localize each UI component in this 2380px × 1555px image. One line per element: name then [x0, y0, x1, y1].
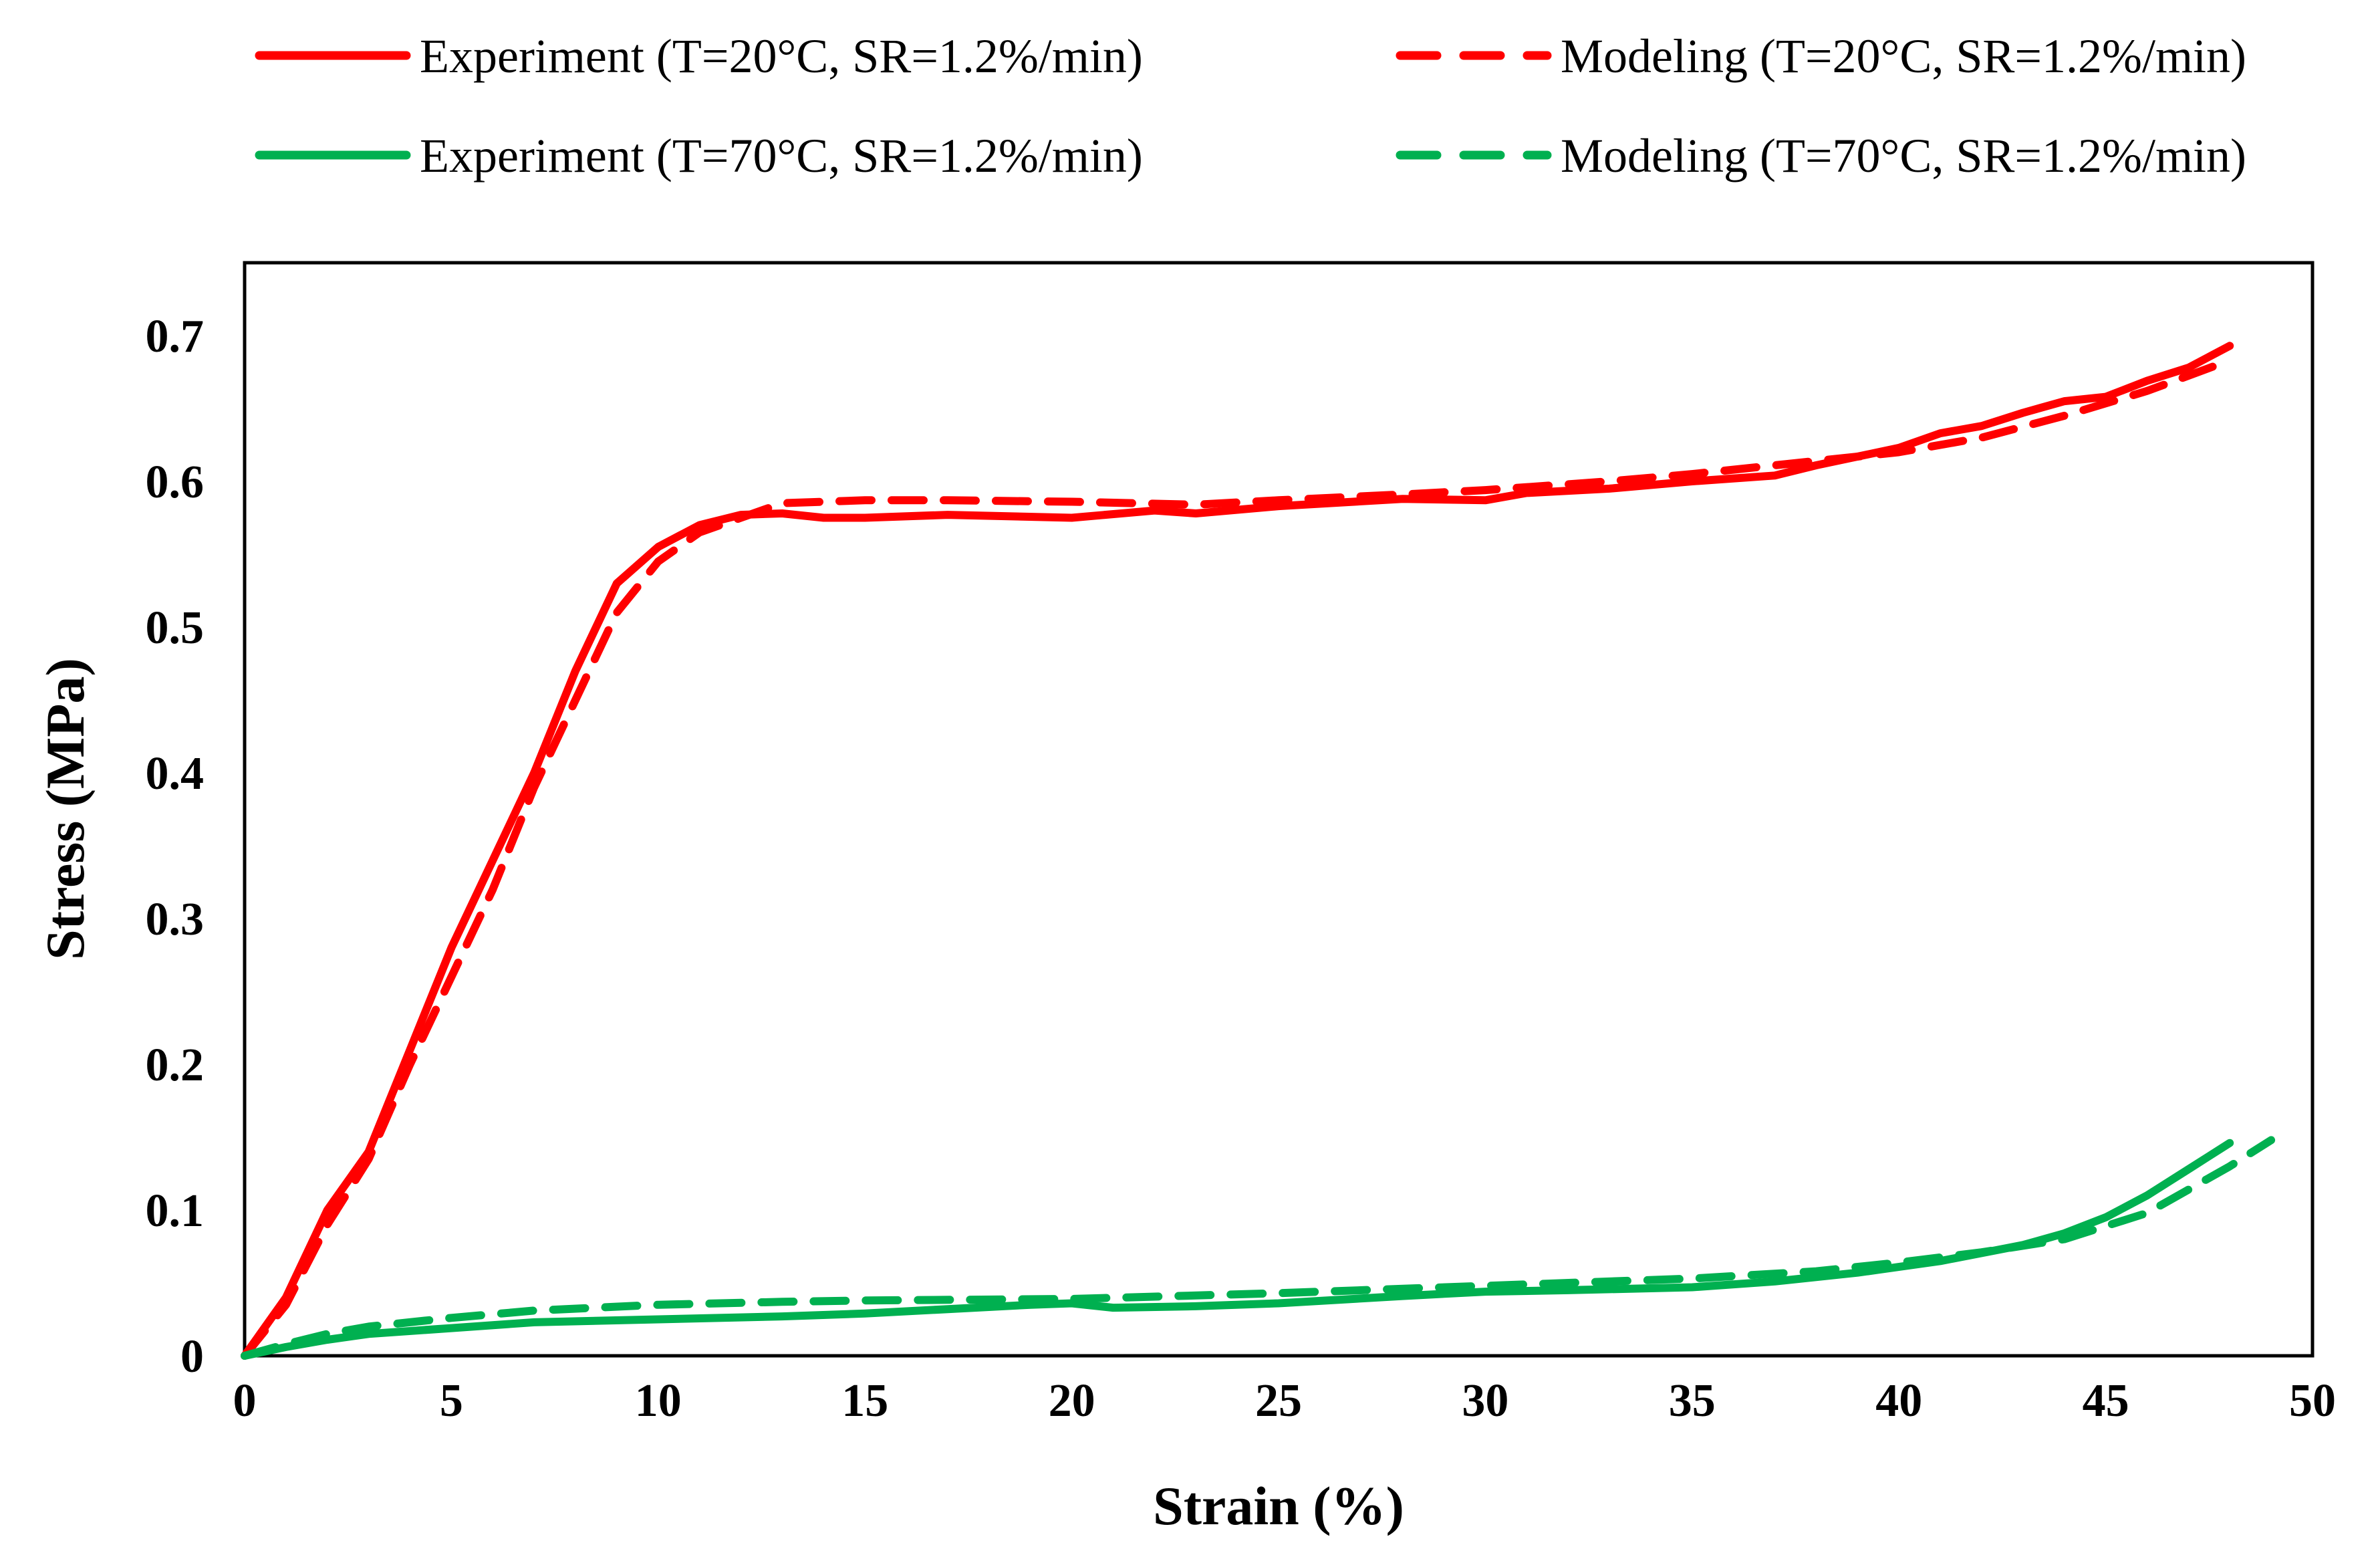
- y-tick-label: 0.6: [146, 457, 205, 508]
- legend-label: Experiment (T=20°C, SR=1.2%/min): [420, 29, 1143, 83]
- x-tick-label: 50: [2289, 1375, 2336, 1427]
- x-tick-label: 35: [1669, 1375, 1716, 1427]
- x-tick-label: 10: [635, 1375, 682, 1427]
- series-line: [241, 356, 2234, 1360]
- y-tick-label: 0.1: [146, 1185, 205, 1237]
- y-tick-label: 0: [180, 1331, 204, 1383]
- y-tick-label: 0.7: [146, 311, 205, 362]
- x-tick-label: 45: [2083, 1375, 2129, 1427]
- series-line: [241, 1139, 2234, 1360]
- y-tick-label: 0.2: [146, 1040, 205, 1091]
- legend-label: Modeling (T=20°C, SR=1.2%/min): [1561, 29, 2246, 83]
- x-tick-label: 40: [1875, 1375, 1922, 1427]
- series-line: [241, 1136, 2276, 1360]
- legend-label: Modeling (T=70°C, SR=1.2%/min): [1561, 129, 2246, 183]
- x-tick-label: 0: [233, 1375, 257, 1427]
- plot-area: [243, 261, 2315, 1358]
- y-tick-label: 0.3: [146, 894, 205, 945]
- y-axis-ticks: 0 0.1 0.2 0.3 0.4 0.5 0.6 0.7: [146, 311, 205, 1383]
- x-tick-label: 25: [1255, 1375, 1302, 1427]
- series-line: [241, 342, 2234, 1360]
- y-tick-label: 0.4: [146, 748, 205, 800]
- x-axis-ticks: 0 5 10 15 20 25 30 35 40 45 50: [233, 1375, 2337, 1427]
- x-tick-label: 20: [1049, 1375, 1095, 1427]
- legend: Experiment (T=20°C, SR=1.2%/min) Modeling…: [255, 29, 2246, 183]
- legend-label: Experiment (T=70°C, SR=1.2%/min): [420, 129, 1143, 183]
- y-axis-title: Stress (MPa): [35, 658, 96, 960]
- y-tick-label: 0.5: [146, 602, 205, 654]
- x-tick-label: 30: [1462, 1375, 1508, 1427]
- series-layer: [241, 342, 2276, 1360]
- x-tick-label: 15: [841, 1375, 888, 1427]
- x-tick-label: 5: [440, 1375, 463, 1427]
- x-axis-title: Strain (%): [1153, 1475, 1404, 1536]
